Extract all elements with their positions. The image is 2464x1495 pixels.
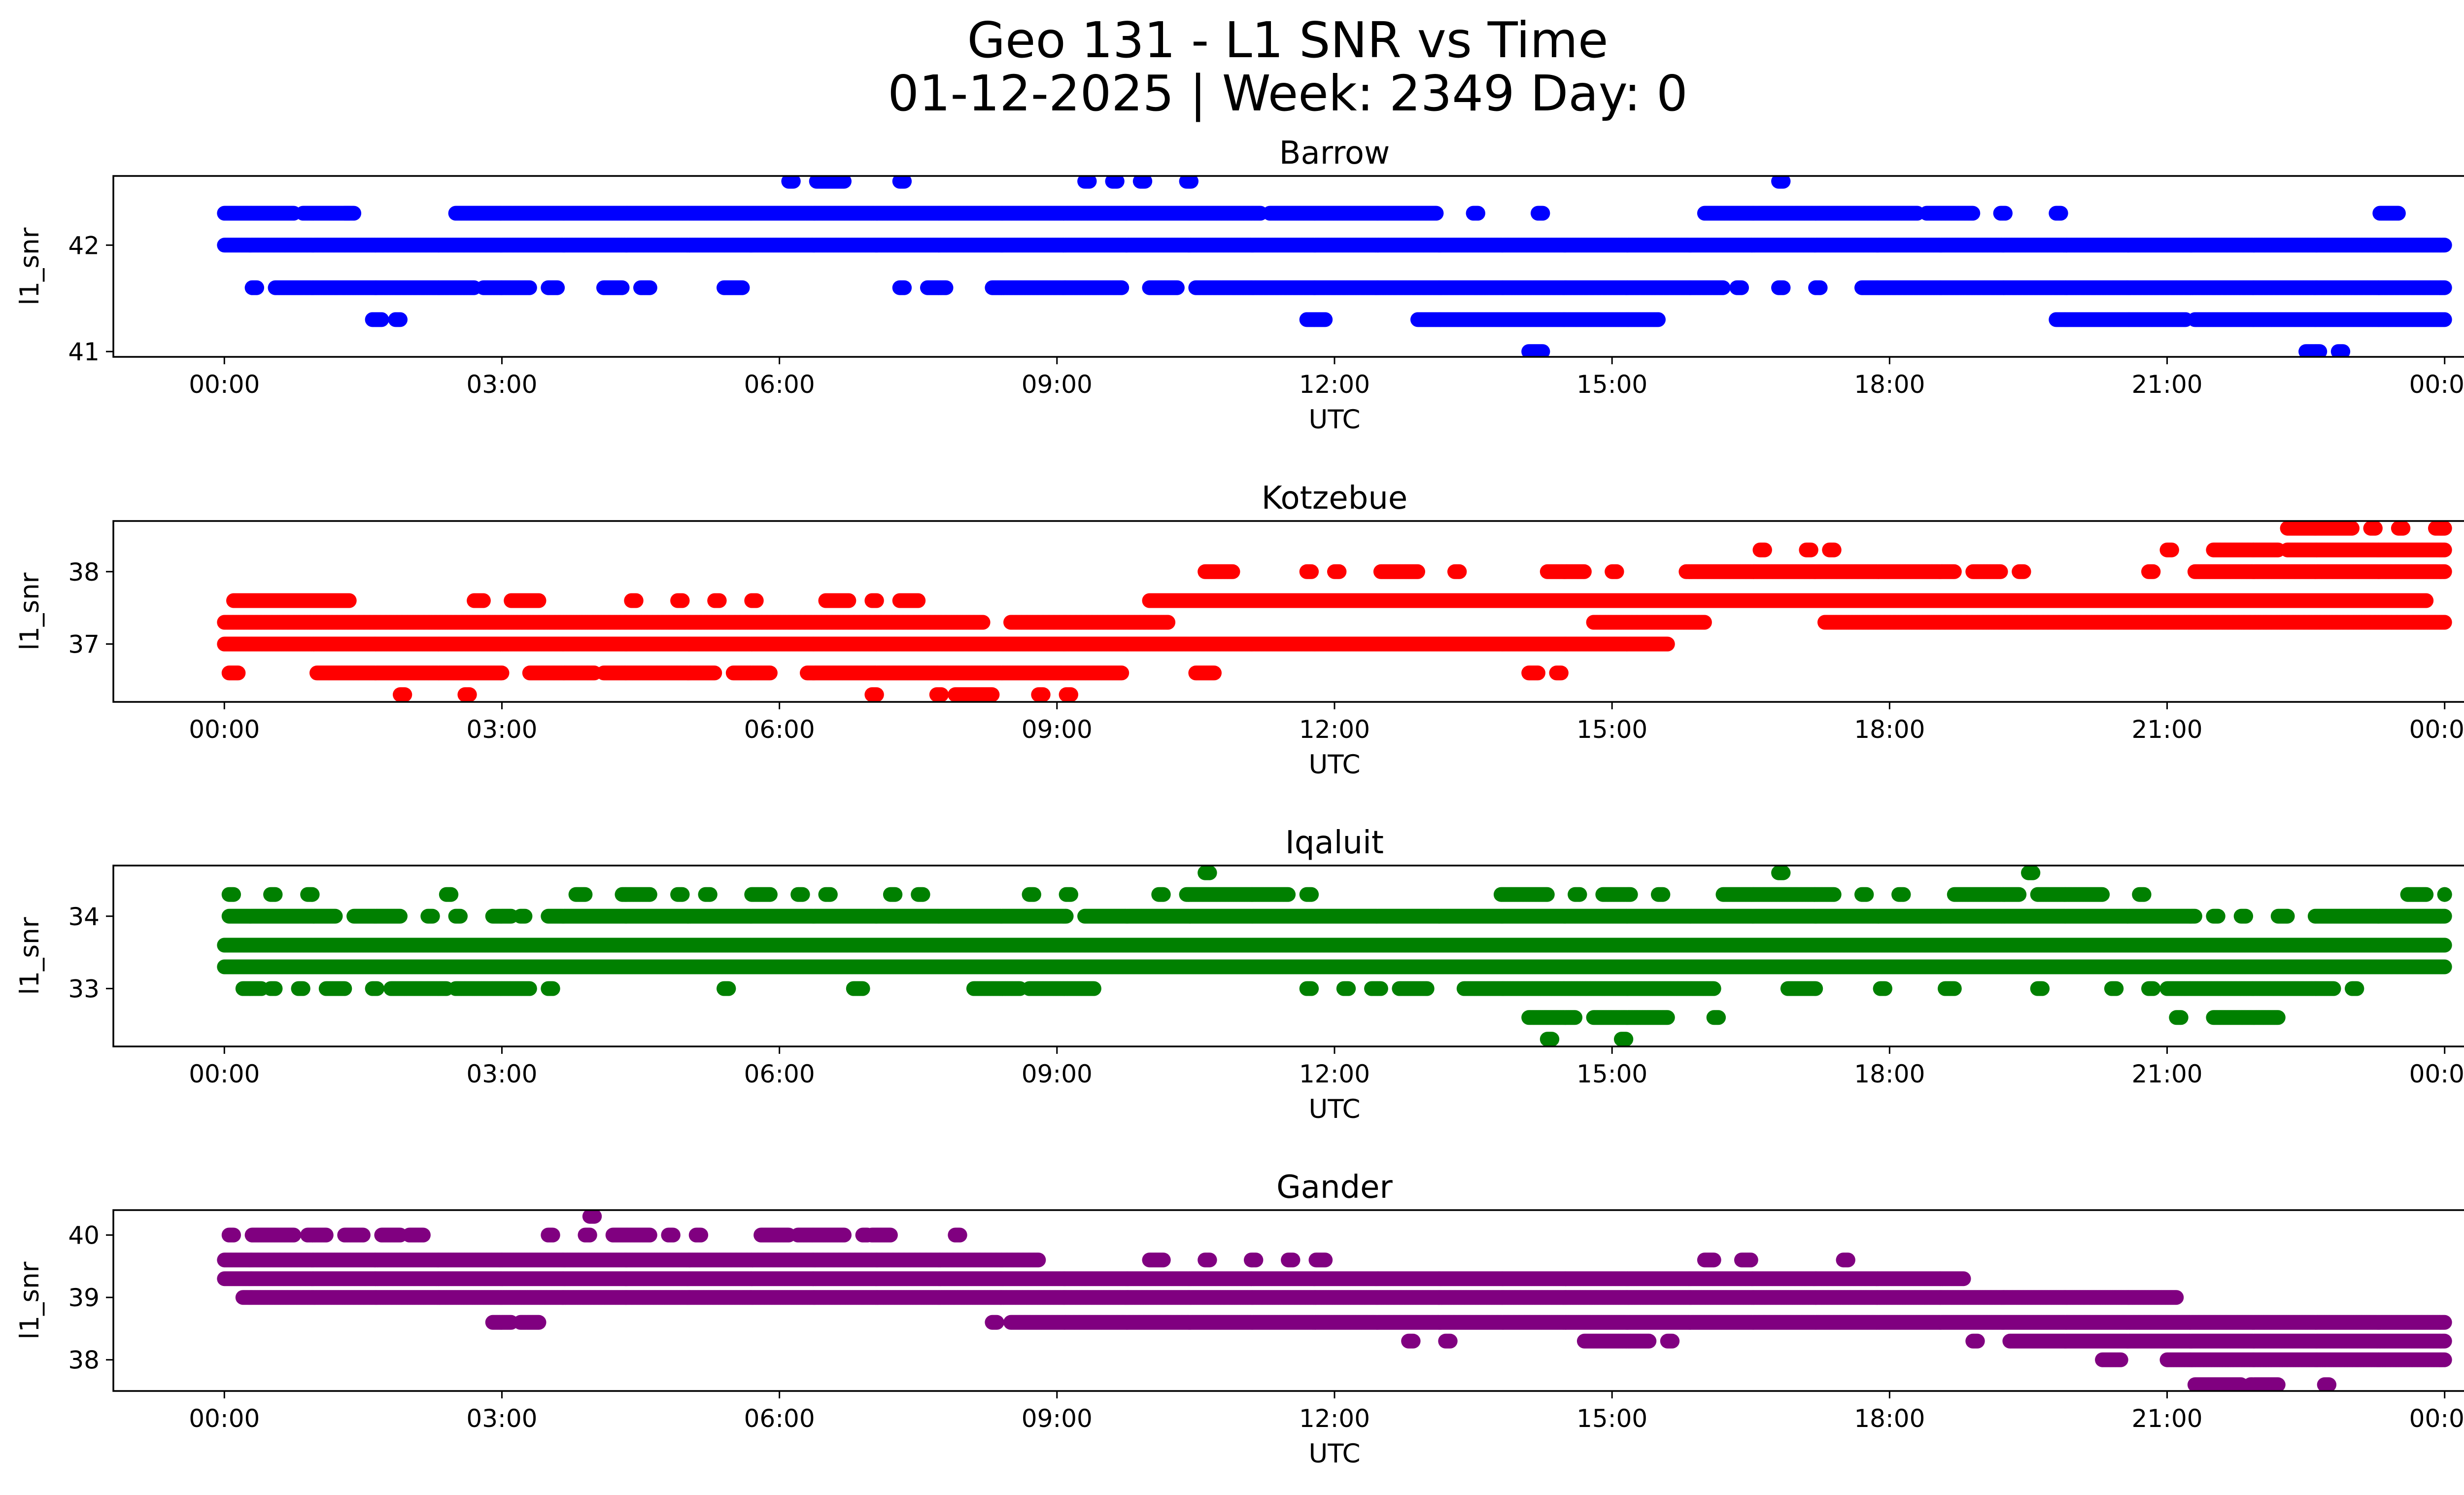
scatter-point [2437,280,2452,295]
scatter-point [342,206,357,221]
scatter-point [522,280,537,295]
scatter-point [897,280,912,295]
scatter-point [374,312,389,327]
scatter-point [1965,206,1981,221]
scatter-point [2391,206,2406,221]
scatter-point [1776,280,1791,295]
panel-title: Barrow [1279,135,1390,172]
scatter-point [615,280,630,295]
scatter-point [1429,206,1444,221]
scatter-point [1813,280,1828,295]
scatter-point [2053,206,2068,221]
scatter-point [249,280,264,295]
scatter-point [1535,206,1550,221]
scatter-point [1114,280,1129,295]
scatter-point [1715,280,1731,295]
scatter-point [393,312,408,327]
scatter-point [938,280,954,295]
figure-title-line-2: 01-12-2025 | Week: 2349 Day: 0 [0,69,2464,118]
scatter-point [1169,280,1185,295]
scatter-point [550,280,565,295]
scatter-point [1998,206,2013,221]
scatter-point [735,280,750,295]
scatter-point [1318,312,1333,327]
scatter-points-barrow [217,176,2452,357]
scatter-point [2437,238,2452,253]
scatter-point [1471,206,1485,221]
figure-title-line-1: Geo 131 - L1 SNR vs Time [0,16,2464,65]
scatter-point [1734,280,1749,295]
scatter-point [642,280,657,295]
